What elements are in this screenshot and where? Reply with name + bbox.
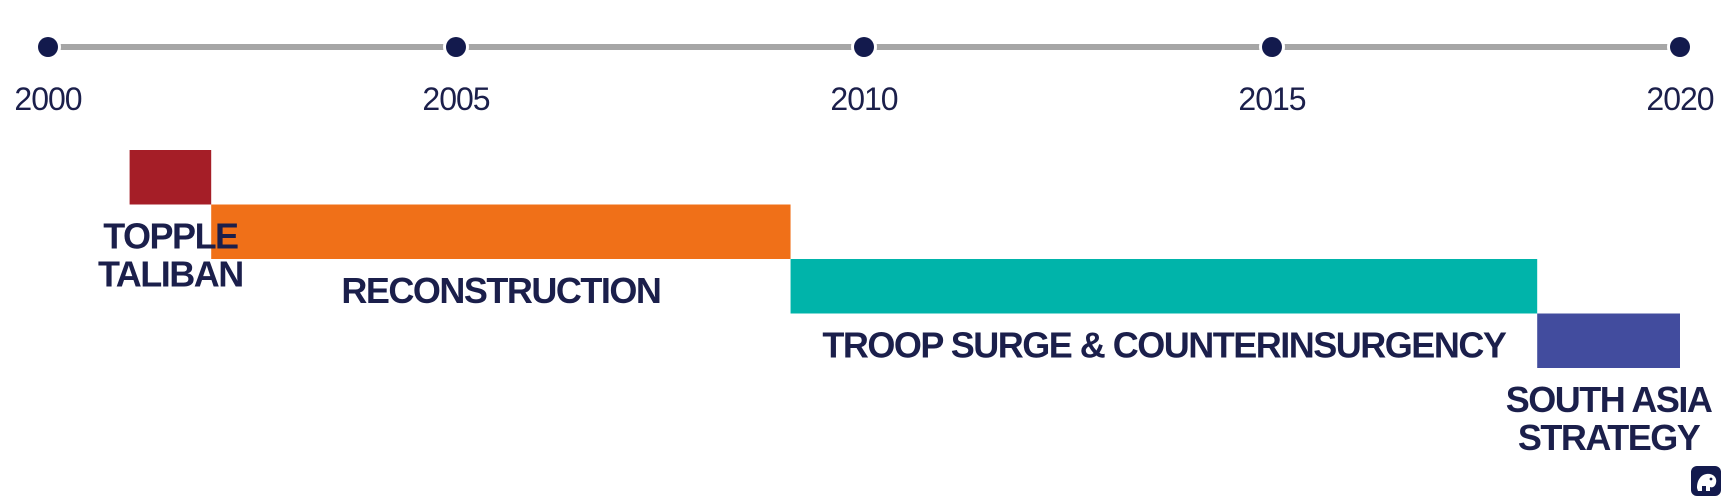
tick-label: 2010 <box>830 81 897 117</box>
phase-bar <box>211 204 791 259</box>
phase-bar <box>1537 313 1680 368</box>
tick-marker <box>1670 37 1690 57</box>
phase-label: SOUTH ASIA <box>1506 379 1713 420</box>
tick-label: 2000 <box>14 81 81 117</box>
tick-marker <box>1262 37 1282 57</box>
phase-bars <box>129 150 1680 368</box>
tick-label: 2015 <box>1238 81 1305 117</box>
tick-label: 2005 <box>422 81 489 117</box>
phase-label: STRATEGY <box>1518 417 1701 458</box>
timeline-axis: 2000 2005 2010 2015 2020 <box>14 34 1715 117</box>
phase-label: TALIBAN <box>98 254 243 295</box>
phase-bar <box>129 150 212 205</box>
phase-label: TROOP SURGE & COUNTERINSURGENCY <box>822 325 1506 366</box>
tick-marker <box>446 37 466 57</box>
tick-label: 2020 <box>1646 81 1713 117</box>
elephant-logo-icon <box>1691 466 1721 496</box>
tick-marker <box>854 37 874 57</box>
tick-marker <box>38 37 58 57</box>
phase-label: RECONSTRUCTION <box>341 270 660 311</box>
phase-bar <box>790 259 1538 314</box>
phase-label: TOPPLE <box>103 216 238 257</box>
